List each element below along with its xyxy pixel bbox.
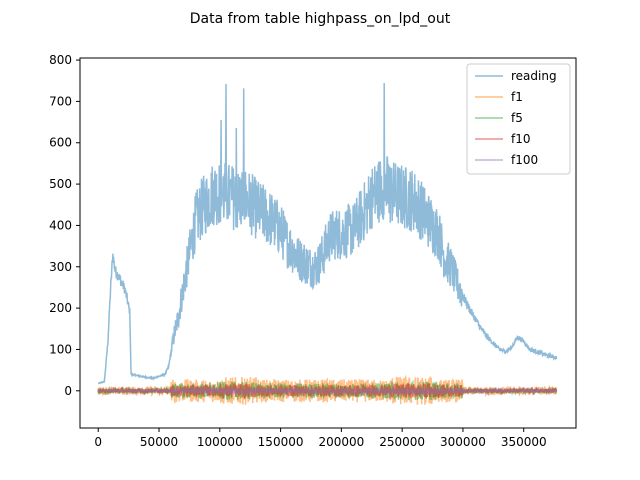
y-tick-label: 500: [49, 177, 72, 191]
x-tick-label: 100000: [197, 435, 243, 449]
y-tick-label: 200: [49, 301, 72, 315]
x-tick-label: 300000: [440, 435, 486, 449]
legend-frame: [466, 63, 571, 175]
y-tick-label: 100: [49, 342, 72, 356]
y-tick-label: 800: [49, 53, 72, 67]
legend-label-f100: f100: [511, 153, 538, 167]
y-tick-label: 400: [49, 218, 72, 232]
legend-label-reading: reading: [511, 69, 557, 83]
chart-title: Data from table highpass_on_lpd_out: [190, 11, 451, 27]
x-tick-label: 0: [94, 435, 102, 449]
series-layer: [97, 82, 558, 405]
x-tick-label: 150000: [258, 435, 304, 449]
x-tick-label: 350000: [501, 435, 547, 449]
legend: reading f1 f5 f10 f100: [466, 63, 571, 175]
legend-label-f5: f5: [511, 111, 523, 125]
series-reading-line: [97, 82, 558, 385]
x-tick-label: 50000: [140, 435, 178, 449]
y-tick-label: 300: [49, 260, 72, 274]
x-tick-label: 200000: [318, 435, 364, 449]
legend-label-f1: f1: [511, 90, 523, 104]
y-tick-label: 700: [49, 94, 72, 108]
axes-layer: 0 50000 100000 150000 200000 250000 300000 3500…: [49, 53, 547, 449]
y-tick-label: 600: [49, 136, 72, 150]
plot-frame: [79, 57, 577, 429]
y-tick-label: 0: [64, 384, 72, 398]
series-f100-line: [97, 385, 557, 397]
legend-label-f10: f10: [511, 132, 531, 146]
x-tick-label: 250000: [379, 435, 425, 449]
